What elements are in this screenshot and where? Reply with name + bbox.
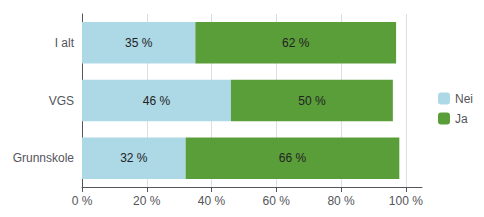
svg-text:50 %: 50 % <box>298 94 326 108</box>
svg-text:0 %: 0 % <box>72 194 93 208</box>
svg-text:Ja: Ja <box>455 112 468 126</box>
svg-text:35 %: 35 % <box>125 36 153 50</box>
svg-text:60 %: 60 % <box>263 194 291 208</box>
svg-text:80 %: 80 % <box>327 194 355 208</box>
svg-text:40 %: 40 % <box>198 194 226 208</box>
svg-text:100 %: 100 % <box>389 194 423 208</box>
svg-text:62 %: 62 % <box>282 36 310 50</box>
svg-text:20 %: 20 % <box>133 194 161 208</box>
svg-text:Nei: Nei <box>455 92 473 106</box>
svg-text:66 %: 66 % <box>279 151 307 165</box>
svg-text:Grunnskole: Grunnskole <box>13 151 75 165</box>
svg-text:VGS: VGS <box>49 94 74 108</box>
svg-text:I alt: I alt <box>55 36 75 50</box>
svg-text:32 %: 32 % <box>120 151 148 165</box>
svg-text:46 %: 46 % <box>143 94 171 108</box>
